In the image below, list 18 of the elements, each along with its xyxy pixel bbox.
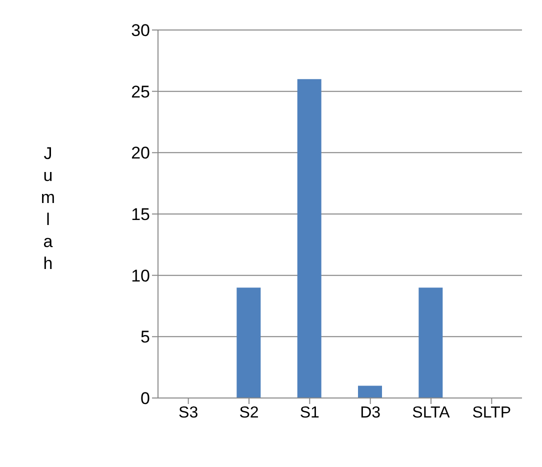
y-tick-label: 5 <box>140 328 150 347</box>
bar <box>358 386 382 398</box>
bar <box>297 79 322 398</box>
y-tick-label: 25 <box>131 82 150 102</box>
bar <box>236 288 261 398</box>
y-tick-label: 15 <box>131 205 150 224</box>
x-tick-label: D3 <box>360 404 381 422</box>
bar <box>418 288 443 398</box>
y-tick-label: 30 <box>131 21 150 40</box>
x-tick-label: S1 <box>300 404 320 422</box>
y-axis-title: Jumlah <box>40 144 56 273</box>
x-tick-label: SLTA <box>412 404 450 422</box>
x-tick-label: S2 <box>239 404 259 422</box>
y-tick-label: 10 <box>131 266 150 286</box>
x-tick-label: S3 <box>178 404 198 422</box>
y-tick-label: 20 <box>131 144 150 163</box>
x-tick-label: SLTP <box>472 404 512 422</box>
y-tick-label: 0 <box>140 389 150 408</box>
